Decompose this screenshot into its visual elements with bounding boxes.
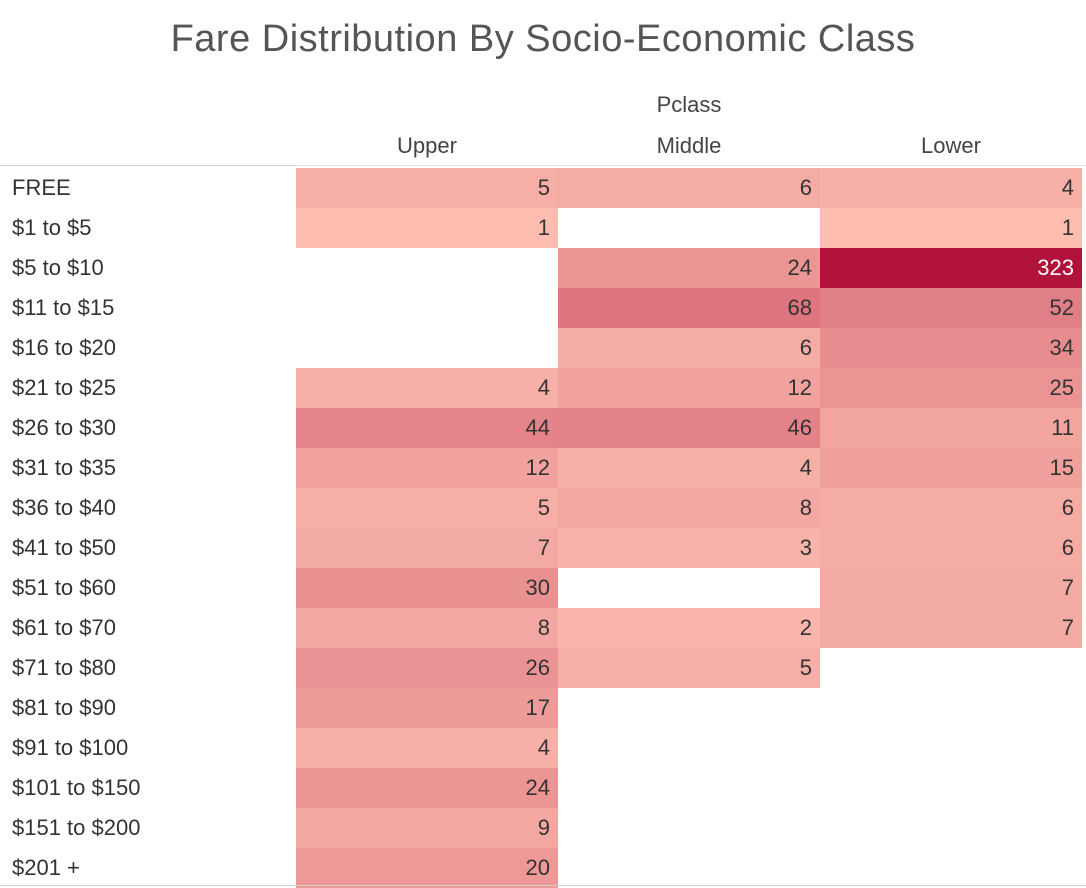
header-divider-left bbox=[0, 165, 296, 166]
heatmap-cell: 6 bbox=[820, 528, 1082, 568]
heatmap-cell: 4 bbox=[296, 368, 558, 408]
row-label: $26 to $30 bbox=[12, 415, 116, 440]
heatmap-cell: 24 bbox=[296, 768, 558, 808]
heatmap-cell: 3 bbox=[558, 528, 820, 568]
heatmap-cell: 4 bbox=[296, 728, 558, 768]
heatmap-cell: 52 bbox=[820, 288, 1082, 328]
row-label: $36 to $40 bbox=[12, 495, 116, 520]
row-label: $51 to $60 bbox=[12, 575, 116, 600]
row-label: $16 to $20 bbox=[12, 335, 116, 360]
row-label: $5 to $10 bbox=[12, 255, 104, 280]
row-label: $81 to $90 bbox=[12, 695, 116, 720]
heatmap-cell: 8 bbox=[296, 608, 558, 648]
row-label: $101 to $150 bbox=[12, 775, 141, 800]
heatmap-cell: 6 bbox=[558, 168, 820, 208]
heatmap-cell: 323 bbox=[820, 248, 1082, 288]
heatmap-cell: 12 bbox=[296, 448, 558, 488]
heatmap-cell: 24 bbox=[558, 248, 820, 288]
heatmap-cell: 7 bbox=[820, 608, 1082, 648]
heatmap-cell: 44 bbox=[296, 408, 558, 448]
row-label: $11 to $15 bbox=[12, 295, 115, 320]
row-label: $71 to $80 bbox=[12, 655, 116, 680]
heatmap-cell: 5 bbox=[558, 648, 820, 688]
heatmap-cell: 2 bbox=[558, 608, 820, 648]
heatmap-cell: 12 bbox=[558, 368, 820, 408]
heatmap-cell: 7 bbox=[296, 528, 558, 568]
heatmap-cell: 6 bbox=[820, 488, 1082, 528]
bottom-divider bbox=[0, 885, 1086, 886]
heatmap-cell: 46 bbox=[558, 408, 820, 448]
heatmap-cell: 9 bbox=[296, 808, 558, 848]
heatmap-cell: 17 bbox=[296, 688, 558, 728]
column-header-middle: Middle bbox=[656, 133, 722, 158]
header-divider-right bbox=[296, 165, 1086, 166]
column-header-upper: Upper bbox=[397, 133, 457, 158]
row-label: $41 to $50 bbox=[12, 535, 116, 560]
heatmap-cell: 15 bbox=[820, 448, 1082, 488]
heatmap-cell: 1 bbox=[296, 208, 558, 248]
row-label: $201 + bbox=[12, 855, 80, 880]
heatmap-cell: 68 bbox=[558, 288, 820, 328]
row-label: $91 to $100 bbox=[12, 735, 129, 760]
heatmap-cell: 4 bbox=[820, 168, 1082, 208]
row-label: $151 to $200 bbox=[12, 815, 141, 840]
heatmap-cell: 25 bbox=[820, 368, 1082, 408]
row-label: FREE bbox=[12, 175, 71, 200]
heatmap-cell: 1 bbox=[820, 208, 1082, 248]
heatmap-cell: 8 bbox=[558, 488, 820, 528]
heatmap-cell: 6 bbox=[558, 328, 820, 368]
row-label: $21 to $25 bbox=[12, 375, 116, 400]
heatmap-cell: 4 bbox=[558, 448, 820, 488]
column-group-label: Pclass bbox=[656, 92, 722, 117]
row-label: $1 to $5 bbox=[12, 215, 92, 240]
chart-title: Fare Distribution By Socio-Economic Clas… bbox=[170, 18, 916, 60]
heatmap-cell: 20 bbox=[296, 848, 558, 888]
heatmap-cell: 7 bbox=[820, 568, 1082, 608]
heatmap-cell: 11 bbox=[820, 408, 1082, 448]
heatmap-cell: 5 bbox=[296, 488, 558, 528]
column-header-lower: Lower bbox=[921, 133, 981, 158]
heatmap-cell: 34 bbox=[820, 328, 1082, 368]
heatmap-cell: 26 bbox=[296, 648, 558, 688]
row-label: $31 to $35 bbox=[12, 455, 116, 480]
heatmap-cell: 5 bbox=[296, 168, 558, 208]
row-label: $61 to $70 bbox=[12, 615, 116, 640]
heatmap-cell: 30 bbox=[296, 568, 558, 608]
